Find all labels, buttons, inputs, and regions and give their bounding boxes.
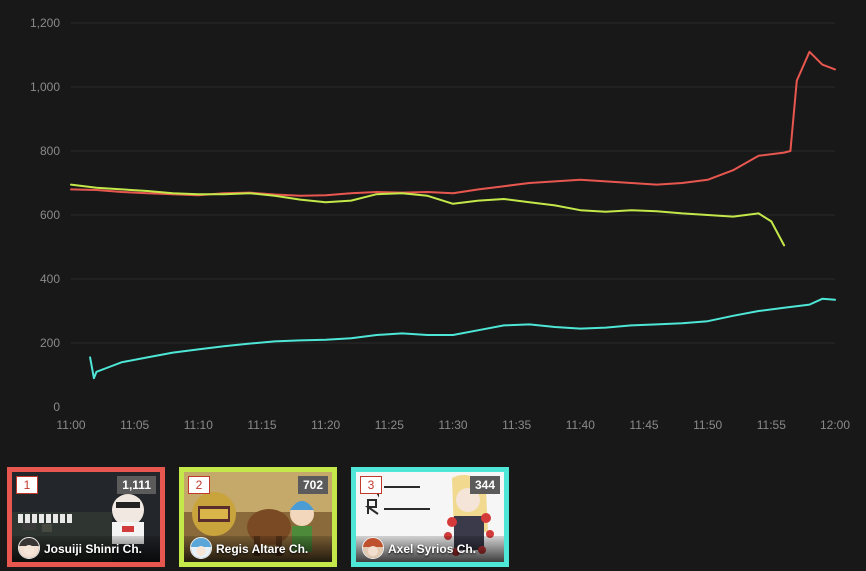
x-tick-label: 11:45 [629, 418, 658, 432]
ranked-channel-card-1[interactable]: 1 1,111 Josuiji Shinri Ch. [7, 467, 165, 567]
channel-name: Regis Altare Ch. [216, 542, 309, 556]
x-tick-label: 11:50 [693, 418, 722, 432]
x-tick-label: 11:10 [184, 418, 213, 432]
x-tick-label: 11:40 [566, 418, 595, 432]
series-line-2 [70, 183, 786, 247]
y-tick-label: 0 [53, 400, 60, 414]
x-tick-label: 11:00 [56, 418, 85, 432]
y-tick-label: 400 [40, 272, 60, 286]
grid-layer [71, 22, 835, 344]
avatar [18, 537, 40, 559]
series-line-1 [70, 50, 836, 197]
viewer-count-badge: 702 [297, 476, 328, 494]
card-footer: Regis Altare Ch. [184, 536, 332, 562]
viewer-count-badge: 1,111 [117, 476, 156, 494]
rank-badge: 2 [188, 476, 210, 494]
x-tick-label: 11:35 [502, 418, 531, 432]
viewer-count-badge: 344 [469, 476, 500, 494]
x-tick-label: 11:55 [757, 418, 786, 432]
y-tick-label: 600 [40, 208, 60, 222]
ranked-channel-card-2[interactable]: 2 702 Regis Altare Ch. [179, 467, 337, 567]
x-tick-label: 11:05 [120, 418, 149, 432]
y-axis-ticks: 0 200 400 600 800 1,000 1,200 [30, 16, 60, 414]
x-tick-label: 11:25 [375, 418, 404, 432]
ranked-channel-card-3[interactable]: 3 344 Axel Syrios Ch. [351, 467, 509, 567]
y-tick-label: 1,000 [30, 80, 60, 94]
x-tick-label: 12:00 [820, 418, 850, 432]
card-footer: Josuiji Shinri Ch. [12, 536, 160, 562]
series-line-3 [89, 297, 836, 380]
x-axis-ticks: 11:00 11:05 11:10 11:15 11:20 11:25 11:30 11:35… [56, 418, 850, 432]
y-tick-label: 200 [40, 336, 60, 350]
card-footer: Axel Syrios Ch. [356, 536, 504, 562]
x-tick-label: 11:15 [247, 418, 276, 432]
avatar [362, 537, 384, 559]
channel-name: Josuiji Shinri Ch. [44, 542, 143, 556]
channel-name: Axel Syrios Ch. [388, 542, 477, 556]
rank-badge: 1 [16, 476, 38, 494]
y-tick-label: 1,200 [30, 16, 60, 30]
y-tick-label: 800 [40, 144, 60, 158]
series-layer [70, 50, 836, 380]
x-tick-label: 11:20 [311, 418, 340, 432]
rank-badge: 3 [360, 476, 382, 494]
avatar [190, 537, 212, 559]
x-tick-label: 11:30 [438, 418, 467, 432]
